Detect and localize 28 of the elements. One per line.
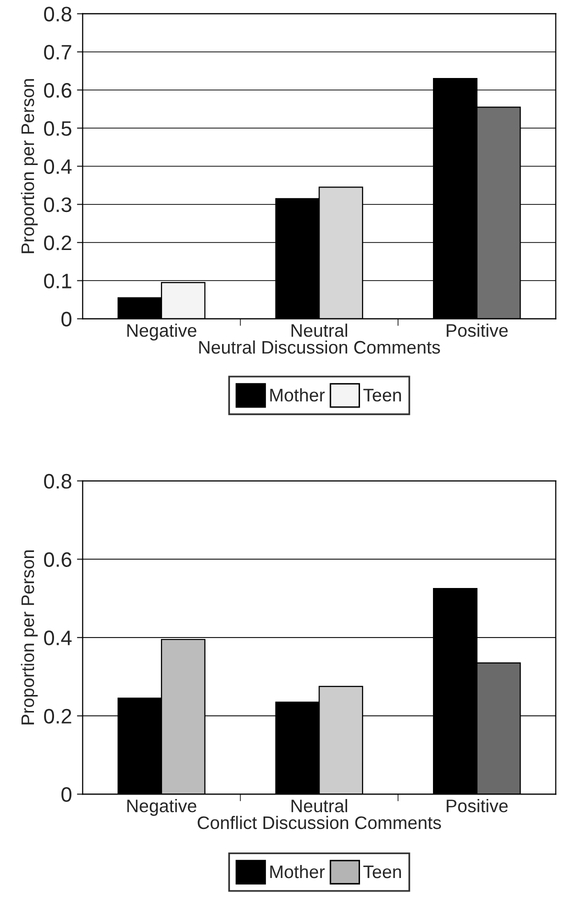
legend-label: Teen <box>363 388 401 402</box>
x-tick-label: Neutral <box>292 799 348 812</box>
y-tick-label: 0.3 <box>44 197 72 212</box>
y-tick-label: 0.2 <box>44 236 72 250</box>
y-tick-label: 0.6 <box>44 552 72 567</box>
y-tick-label: 0 <box>61 312 72 327</box>
legend-label: Teen <box>363 866 401 878</box>
y-tick-label: 0.4 <box>44 630 72 646</box>
y-tick-label: 0.2 <box>44 708 72 724</box>
x-axis-title: Conflict Discussion Comments <box>198 816 441 830</box>
y-tick-label: 0.6 <box>44 83 72 98</box>
y-tick-label: 0 <box>61 787 72 802</box>
y-tick-label: 0.1 <box>44 274 72 288</box>
y-tick-label: 0.5 <box>44 121 72 136</box>
x-tick-label: Negative <box>127 799 196 816</box>
x-tick-label: Positive <box>446 799 508 812</box>
y-tick-label: 0.8 <box>44 6 72 22</box>
x-axis-title: Neutral Discussion Comments <box>199 340 440 354</box>
y-tick-label: 0.7 <box>44 44 72 60</box>
y-tick-label: 0.4 <box>44 159 72 174</box>
x-tick-label: Negative <box>127 324 196 340</box>
legend-label: Mother <box>270 864 325 878</box>
legend-label: Mother <box>270 388 325 402</box>
x-tick-label: Neutral <box>292 324 348 337</box>
y-axis-title: Proportion per Person <box>20 79 38 254</box>
x-tick-label: Positive <box>446 324 508 337</box>
y-axis-title: Proportion per Person <box>20 550 38 724</box>
y-tick-label: 0.8 <box>44 474 72 489</box>
